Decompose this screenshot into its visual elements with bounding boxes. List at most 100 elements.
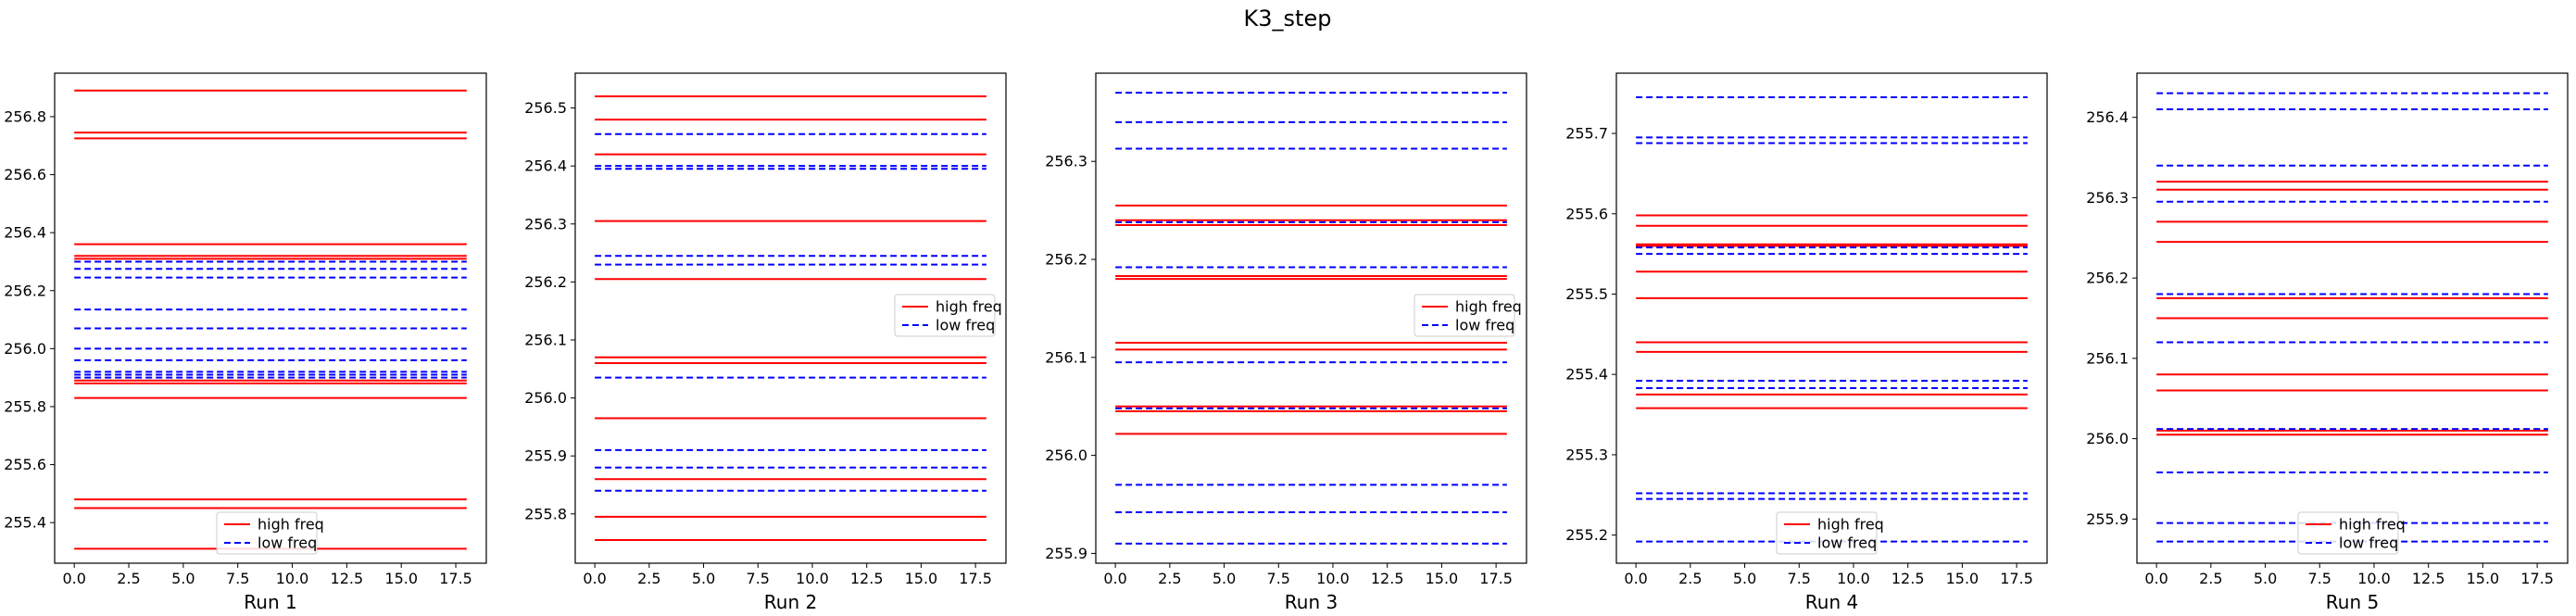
legend-high-freq-label: high freq	[1817, 516, 1884, 534]
x-axis-label: Run 1	[244, 591, 296, 613]
x-tick-label: 10.0	[1316, 570, 1350, 587]
y-tick-label: 256.6	[4, 166, 46, 183]
x-tick-label: 0.0	[1103, 570, 1126, 587]
axes-frame	[574, 72, 1007, 564]
x-tick-label: 12.5	[1891, 570, 1925, 587]
subplot-4: 0.0 2.5 5.0 7.5 10.0 12.5 15.0 17.5 255.2 255.3 25…	[1565, 72, 2048, 613]
y-tick-label: 255.6	[1565, 205, 1608, 222]
x-tick-label: 17.5	[2000, 570, 2033, 587]
y-tick-label: 256.3	[1045, 153, 1087, 170]
legend-box	[1776, 511, 1878, 555]
x-tick-label: 7.5	[226, 570, 249, 587]
x-tick-label: 0.0	[62, 570, 85, 587]
legend-box	[2297, 511, 2399, 555]
y-tick-label: 256.0	[4, 340, 46, 358]
legend-high-freq-label: high freq	[2339, 516, 2406, 534]
y-tick-label: 256.3	[2086, 189, 2129, 207]
y-tick-label: 255.6	[4, 456, 46, 473]
axes-frame	[54, 72, 487, 564]
x-tick-label: 15.0	[905, 570, 938, 587]
x-tick-label: 17.5	[1479, 570, 1513, 587]
legend-high-freq-label: high freq	[936, 298, 1002, 316]
plot-area	[1616, 73, 2047, 563]
y-tick-label: 256.2	[524, 273, 567, 291]
subplots: 0.0 2.5 5.0 7.5 10.0 12.5 15.0 17.5 255.4 255.6 25…	[4, 72, 2569, 613]
x-tick-label: 0.0	[583, 570, 606, 587]
y-tick-label: 255.7	[1565, 125, 1608, 143]
x-tick-label: 2.5	[637, 570, 660, 587]
x-tick-label: 5.0	[2254, 570, 2277, 587]
x-tick-label: 7.5	[747, 570, 770, 587]
x-tick-label: 0.0	[1624, 570, 1647, 587]
legend-low-freq-label: low freq	[258, 534, 317, 552]
x-tick-label: 2.5	[117, 570, 140, 587]
x-tick-label: 10.0	[2357, 570, 2391, 587]
y-tick-label: 256.1	[524, 331, 567, 348]
x-tick-label: 7.5	[2308, 570, 2331, 587]
x-axis-label: Run 5	[2326, 591, 2379, 613]
y-tick-label: 255.8	[4, 397, 46, 415]
x-axis-label: Run 2	[764, 591, 817, 613]
legend-low-freq-label: low freq	[1817, 534, 1877, 552]
subplot-1: 0.0 2.5 5.0 7.5 10.0 12.5 15.0 17.5 255.4 255.6 25…	[4, 72, 487, 613]
y-tick-label: 255.8	[524, 505, 567, 522]
axes-frame	[1095, 72, 1527, 564]
legend-box	[216, 511, 318, 555]
legend-box	[1414, 294, 1515, 337]
y-tick-label: 256.2	[4, 282, 46, 299]
legend-high-freq-label: high freq	[258, 516, 324, 534]
y-tick-label: 256.3	[524, 215, 567, 233]
y-tick-label: 256.1	[2086, 349, 2129, 367]
y-tick-label: 256.8	[4, 107, 46, 125]
y-tick-label: 255.4	[4, 514, 46, 532]
x-tick-label: 0.0	[2144, 570, 2168, 587]
legend-low-freq-label: low freq	[936, 317, 995, 334]
subplot-5: 0.0 2.5 5.0 7.5 10.0 12.5 15.0 17.5 255.9 256.0 25…	[2086, 72, 2569, 613]
x-tick-label: 5.0	[1213, 570, 1236, 587]
y-tick-label: 255.3	[1565, 446, 1608, 463]
y-tick-label: 256.0	[2086, 430, 2129, 447]
x-tick-label: 10.0	[1837, 570, 1870, 587]
x-tick-label: 15.0	[1426, 570, 1459, 587]
y-tick-label: 256.2	[2086, 270, 2129, 287]
x-tick-label: 12.5	[850, 570, 884, 587]
x-tick-label: 2.5	[1158, 570, 1181, 587]
x-tick-label: 15.0	[1946, 570, 1979, 587]
x-tick-label: 5.0	[1733, 570, 1756, 587]
x-tick-label: 17.5	[439, 570, 472, 587]
axes-frame	[1615, 72, 2048, 564]
x-tick-label: 17.5	[2520, 570, 2554, 587]
x-tick-label: 7.5	[1788, 570, 1811, 587]
x-tick-label: 7.5	[1267, 570, 1290, 587]
x-tick-label: 5.0	[692, 570, 715, 587]
x-tick-label: 12.5	[2412, 570, 2445, 587]
subplot-2: 0.0 2.5 5.0 7.5 10.0 12.5 15.0 17.5 255.8 255.9 25…	[524, 72, 1007, 613]
x-tick-label: 17.5	[959, 570, 992, 587]
axes-frame	[2136, 72, 2569, 564]
y-tick-label: 255.4	[1565, 366, 1608, 383]
legend-box	[894, 294, 996, 337]
x-tick-label: 2.5	[2199, 570, 2222, 587]
y-tick-label: 256.4	[4, 224, 46, 242]
x-axis-label: Run 3	[1285, 591, 1338, 613]
y-tick-label: 256.0	[524, 389, 567, 407]
x-tick-label: 15.0	[384, 570, 418, 587]
y-tick-label: 256.2	[1045, 251, 1087, 269]
figure-title: K3_step	[1244, 6, 1332, 31]
y-tick-label: 256.4	[524, 157, 567, 175]
legend-low-freq-label: low freq	[1455, 317, 1514, 334]
x-tick-label: 12.5	[1371, 570, 1404, 587]
y-tick-label: 255.9	[1045, 545, 1087, 562]
y-tick-label: 256.5	[524, 99, 567, 117]
plot-area	[55, 73, 486, 563]
x-axis-label: Run 4	[1805, 591, 1858, 613]
y-tick-label: 256.1	[1045, 348, 1087, 366]
x-tick-label: 12.5	[331, 570, 364, 587]
x-tick-label: 10.0	[276, 570, 309, 587]
x-tick-label: 10.0	[796, 570, 829, 587]
